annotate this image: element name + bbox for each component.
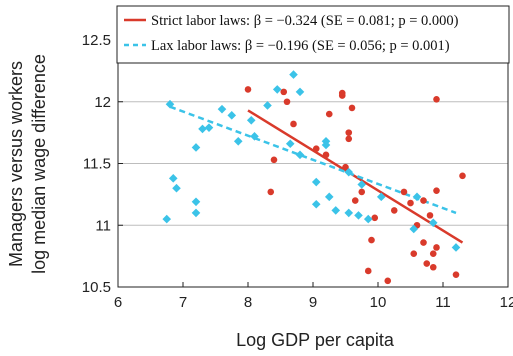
strict-laws-point <box>345 135 353 143</box>
strict-laws-point <box>429 263 437 271</box>
lax-laws-point <box>412 192 422 202</box>
x-tick-label: 10 <box>370 294 387 311</box>
lax-laws-point <box>311 199 321 209</box>
x-tick-label: 12 <box>500 294 513 311</box>
lax-laws-point <box>272 85 282 94</box>
lax-laws-point <box>428 218 438 228</box>
lax-laws-point <box>172 183 181 193</box>
strict-laws-point <box>423 260 431 267</box>
lax-laws-point <box>191 208 201 218</box>
lax-laws-point <box>363 214 373 224</box>
strict-laws-point <box>290 120 297 128</box>
legend: Strict labor laws: β = −0.324 (SE = 0.08… <box>116 5 510 64</box>
lax-laws-point <box>168 174 178 183</box>
legend-label-strict: Strict labor laws: β = −0.324 (SE = 0.08… <box>151 13 459 29</box>
lax-laws-point <box>165 99 175 109</box>
y-axis-ticks: 10.5 11 11.5 12 12.5 <box>82 32 123 296</box>
lax-laws-point <box>324 192 334 202</box>
x-axis-ticks: 6 7 8 9 10 11 12 <box>114 282 513 311</box>
lax-laws-point <box>162 214 172 224</box>
y-tick-label: 10.5 <box>82 279 111 296</box>
y-axis-title: Managers versus workers log median wage … <box>6 54 49 274</box>
lax-laws-point <box>376 192 386 202</box>
strict-laws-point <box>426 212 434 219</box>
lax-laws-point <box>289 70 298 79</box>
strict-laws-fit-line <box>247 109 464 244</box>
strict-laws-point <box>371 214 379 222</box>
y-tick-label: 12 <box>94 94 111 111</box>
lax-laws-fit-line <box>169 105 457 215</box>
x-tick-label: 11 <box>435 294 451 311</box>
y-tick-label: 11.5 <box>83 156 111 173</box>
strict-laws-point <box>420 239 427 246</box>
legend-box <box>116 5 510 64</box>
x-tick-label: 8 <box>244 294 252 311</box>
lax-laws-point <box>311 177 321 187</box>
gridlines <box>118 101 508 226</box>
strict-laws-point <box>244 86 252 93</box>
lax-laws-point <box>263 101 272 110</box>
strict-laws-point <box>270 156 278 164</box>
y-tick-label: 12.5 <box>82 32 111 49</box>
strict-laws-point <box>351 197 359 204</box>
strict-laws-point <box>267 188 275 196</box>
lax-laws-point <box>357 180 367 189</box>
y-tick-label: 11 <box>95 217 111 234</box>
x-axis-title: Log GDP per capita <box>236 330 395 350</box>
strict-laws-point <box>429 250 437 257</box>
strict-laws-point <box>322 151 330 159</box>
lax-laws-point <box>344 167 354 177</box>
strict-laws-point <box>338 89 346 97</box>
legend-label-lax: Lax labor laws: β = −0.196 (SE = 0.056; … <box>151 38 450 54</box>
x-tick-label: 7 <box>179 294 187 311</box>
strict-laws-point <box>348 104 356 112</box>
strict-laws-point <box>452 271 460 278</box>
y-axis-title-line-1: Managers versus workers <box>6 61 26 267</box>
strict-laws-point <box>325 110 333 118</box>
strict-laws-point <box>345 129 353 136</box>
lax-laws-point <box>250 132 259 141</box>
lax-laws-point <box>409 224 419 234</box>
lax-laws-point <box>451 243 461 252</box>
strict-laws-point <box>368 236 375 244</box>
strict-laws-point <box>400 188 408 196</box>
data-points <box>162 70 466 285</box>
lax-laws-point <box>354 211 363 220</box>
strict-laws-point <box>283 98 291 106</box>
strict-laws-point <box>410 250 418 257</box>
strict-laws-point <box>433 95 440 103</box>
strict-laws-point <box>420 197 427 204</box>
strict-laws-point <box>384 277 392 285</box>
lax-laws-point <box>191 143 201 152</box>
lax-laws-point <box>321 140 331 150</box>
fit-lines <box>169 105 464 244</box>
lax-laws-point <box>191 197 201 207</box>
lax-laws-point <box>246 115 256 125</box>
lax-laws-point <box>331 206 341 215</box>
strict-laws-point <box>390 207 398 214</box>
strict-laws-point <box>433 187 440 194</box>
lax-laws-point <box>285 139 295 149</box>
lax-laws-point <box>217 104 227 114</box>
lax-laws-point <box>295 87 305 97</box>
strict-laws-point <box>342 163 349 171</box>
strict-laws-point <box>433 244 440 251</box>
strict-laws-point <box>312 145 320 152</box>
lax-laws-point <box>198 124 207 134</box>
lax-laws-point <box>295 150 305 160</box>
lax-laws-point <box>344 208 354 218</box>
lax-laws-point <box>227 111 237 120</box>
x-tick-label: 9 <box>309 294 317 311</box>
lax-laws-point <box>233 136 243 146</box>
strict-laws-point <box>358 188 366 196</box>
x-tick-label: 6 <box>114 294 122 311</box>
strict-laws-point <box>459 172 466 180</box>
strict-laws-point <box>364 267 372 275</box>
strict-laws-point <box>280 88 288 96</box>
strict-laws-point <box>407 199 414 207</box>
lax-laws-point <box>204 123 214 132</box>
y-axis-title-line-2: log median wage difference <box>29 54 49 274</box>
